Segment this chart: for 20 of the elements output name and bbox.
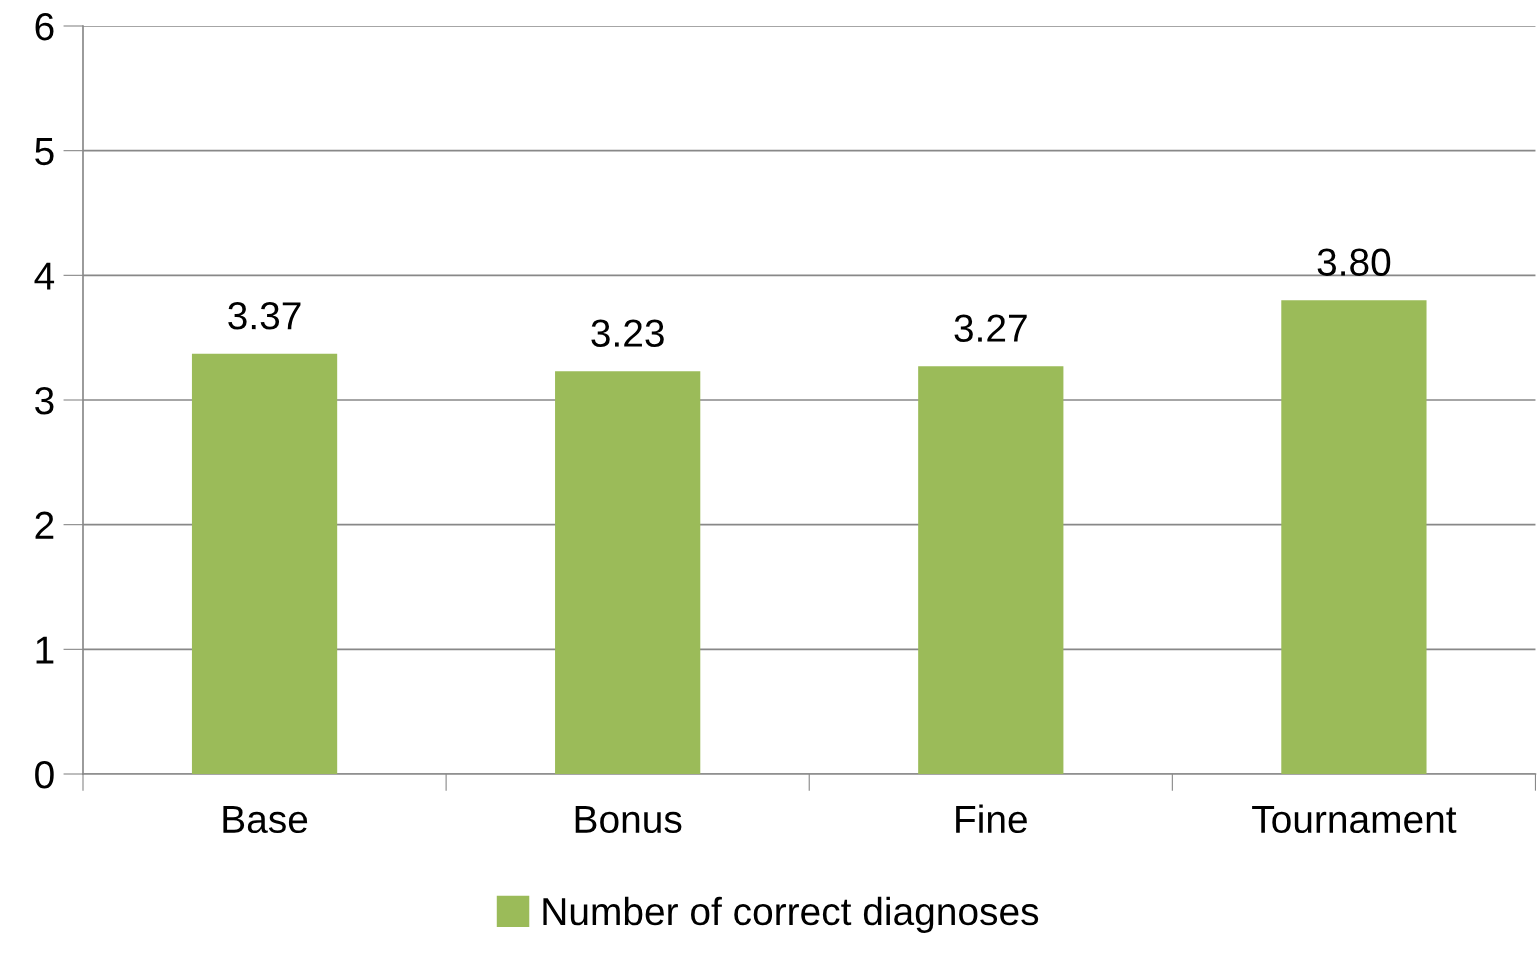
y-tick-label: 4 <box>34 262 55 290</box>
x-tick-label: Tournament <box>1252 805 1457 834</box>
y-tick-label: 3 <box>35 386 54 415</box>
bar <box>918 366 1064 774</box>
x-tick-label: Fine <box>956 804 1027 834</box>
legend-label: Number of correct diagnoses <box>543 896 1039 933</box>
bar <box>555 371 701 774</box>
x-tick-label: Base <box>223 805 308 834</box>
bar <box>1281 300 1427 774</box>
data-label: 3.37 <box>228 301 301 330</box>
bar <box>191 353 338 774</box>
y-tick-label: 5 <box>35 138 54 166</box>
y-tick-label: 6 <box>35 12 54 41</box>
data-label: 3.80 <box>1317 248 1391 276</box>
x-tick-label: Bonus <box>575 805 682 834</box>
y-tick-label: 2 <box>35 511 54 539</box>
data-label: 3.23 <box>591 319 664 347</box>
y-tick-label: 1 <box>36 636 54 664</box>
data-label: 3.27 <box>954 314 1027 342</box>
y-tick-label: 0 <box>35 760 54 789</box>
